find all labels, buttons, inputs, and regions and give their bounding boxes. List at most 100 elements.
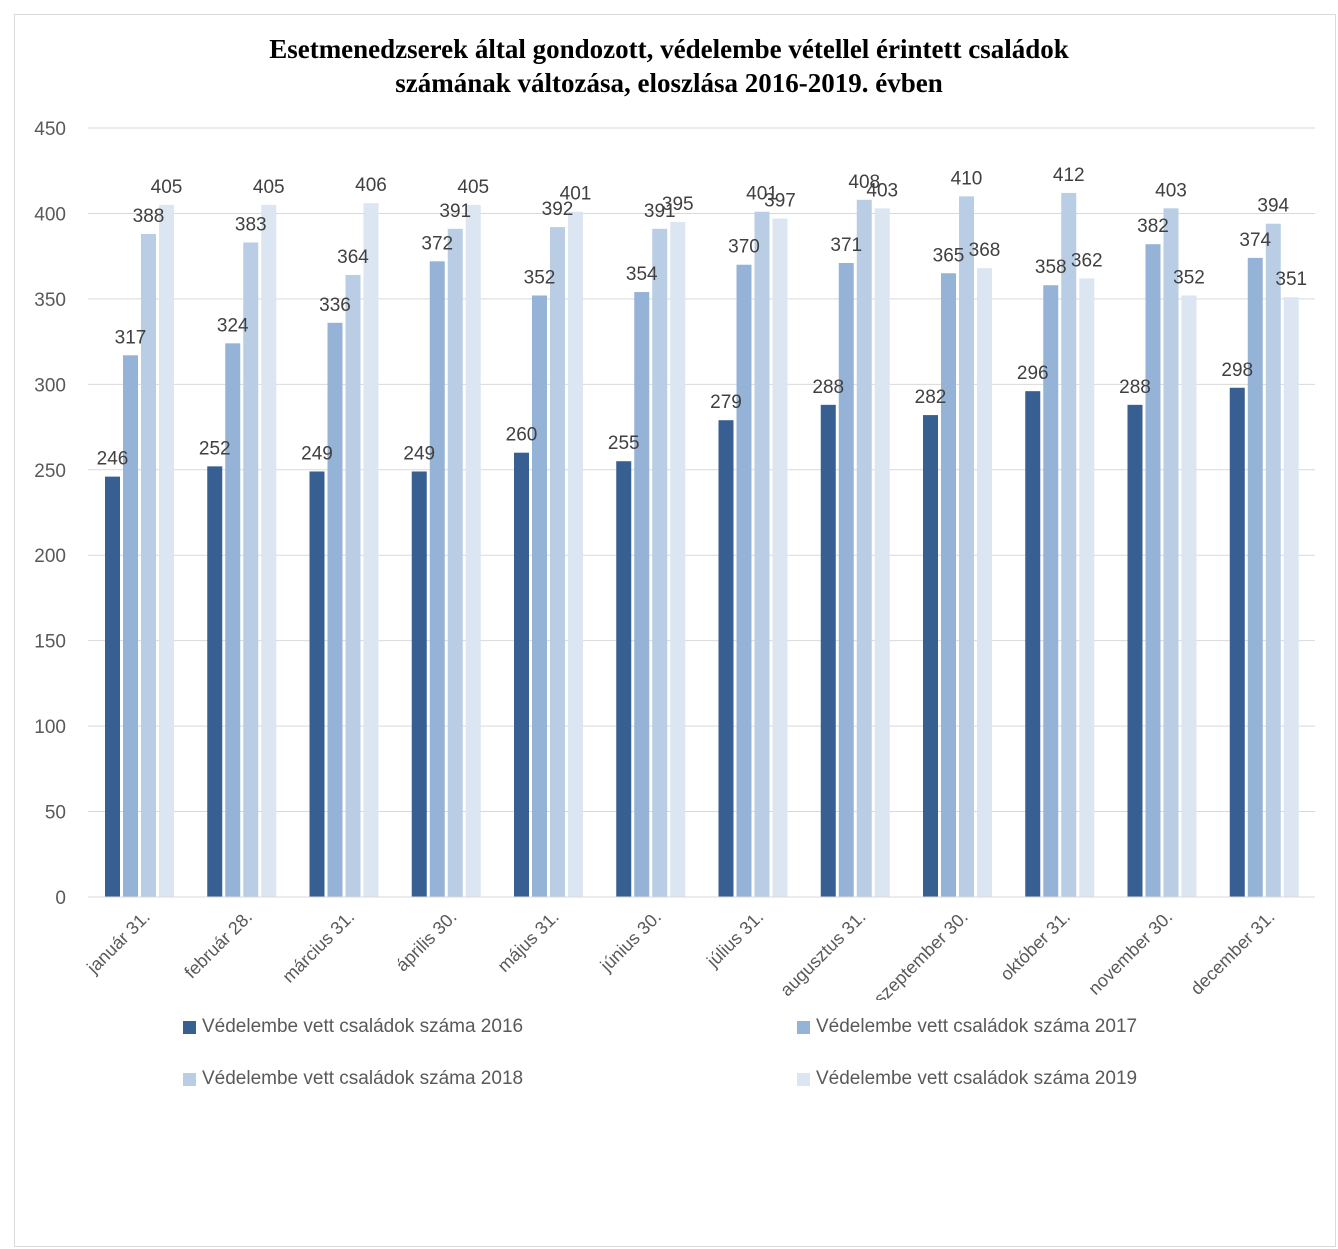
bar <box>820 404 836 897</box>
data-label: 371 <box>830 235 862 256</box>
bar <box>550 227 565 898</box>
chart-title: Esetmenedzserek által gondozott, védelem… <box>0 32 1338 100</box>
bar <box>1181 295 1197 898</box>
bar <box>568 211 583 898</box>
bar <box>1061 192 1077 898</box>
bar <box>207 466 223 897</box>
bar <box>718 420 734 897</box>
bar-chart: 0 50 100 150 200 250 300 350 400 450 246 317 388 405… <box>34 119 1315 1000</box>
data-label: 324 <box>217 315 249 336</box>
bar <box>977 268 992 897</box>
data-label: 358 <box>1035 257 1067 278</box>
x-tick-label: április 30. <box>392 907 461 976</box>
data-label: 368 <box>969 240 1001 261</box>
bar <box>652 228 668 897</box>
x-tick-label: március 31. <box>278 907 358 987</box>
data-label: 336 <box>319 295 351 316</box>
bar <box>345 274 361 897</box>
bar <box>327 322 343 897</box>
x-tick-label: október 31. <box>996 907 1074 985</box>
bar <box>141 233 156 897</box>
x-tick-label: január 31. <box>82 907 153 978</box>
x-tick-label: december 31. <box>1187 907 1279 999</box>
y-axis: 0 50 100 150 200 250 300 350 400 450 <box>34 119 66 909</box>
data-label: 255 <box>608 433 640 454</box>
data-label: 382 <box>1137 216 1169 237</box>
data-label: 408 <box>848 172 880 193</box>
bar <box>1163 208 1179 898</box>
x-tick-label: június 30. <box>596 907 665 976</box>
y-tick-label: 100 <box>34 717 66 738</box>
bar <box>411 471 427 897</box>
data-label: 405 <box>457 177 489 198</box>
data-label: 279 <box>710 392 742 413</box>
data-label: 354 <box>626 264 658 285</box>
gridlines <box>88 127 1315 898</box>
bar <box>1283 297 1299 897</box>
bar <box>838 263 854 898</box>
legend-swatch <box>797 1020 810 1034</box>
x-tick-label: május 31. <box>493 907 562 976</box>
data-label: 252 <box>199 438 231 459</box>
data-label: 403 <box>866 180 898 201</box>
data-label: 249 <box>301 443 333 464</box>
y-tick-label: 0 <box>55 888 66 909</box>
bar <box>1127 404 1143 897</box>
bar <box>856 199 872 898</box>
legend-label: Védelembe vett családok száma 2018 <box>202 1068 524 1089</box>
data-label: 388 <box>133 206 165 227</box>
bar <box>736 264 752 897</box>
bar <box>465 204 481 897</box>
y-tick-label: 400 <box>34 204 66 225</box>
bar <box>123 355 138 897</box>
data-label: 298 <box>1221 360 1253 381</box>
bar <box>514 452 529 897</box>
data-label: 288 <box>812 377 844 398</box>
bar <box>1079 278 1095 898</box>
bar <box>923 415 938 897</box>
legend-swatch <box>183 1072 196 1086</box>
data-label: 365 <box>933 245 965 266</box>
legend-item: Védelembe vett családok száma 2018 <box>183 1068 523 1090</box>
bar <box>634 292 650 897</box>
x-tick-label: szeptember 30. <box>870 907 972 1000</box>
data-label: 296 <box>1017 363 1049 384</box>
data-label: 249 <box>403 443 435 464</box>
x-tick-label: november 30. <box>1084 907 1176 999</box>
legend-label: Védelembe vett családok száma 2016 <box>202 1016 524 1037</box>
bar <box>532 295 547 898</box>
y-tick-label: 300 <box>34 375 66 396</box>
bar <box>874 208 890 898</box>
bar <box>447 228 463 897</box>
data-label: 406 <box>355 175 387 196</box>
data-label: 364 <box>337 247 369 268</box>
data-label: 412 <box>1053 165 1085 186</box>
y-tick-label: 350 <box>34 290 66 311</box>
bar <box>959 196 974 897</box>
bar <box>105 476 120 897</box>
data-label: 260 <box>506 425 538 446</box>
bar <box>1247 257 1263 897</box>
legend-item: Védelembe vett családok száma 2016 <box>183 1016 523 1038</box>
x-axis: január 31. február 28. március 31. április … <box>82 896 1315 1000</box>
data-label: 394 <box>1257 196 1289 217</box>
data-label: 392 <box>542 199 574 220</box>
data-label: 282 <box>915 387 947 408</box>
bar <box>363 203 379 898</box>
bar <box>772 218 788 897</box>
legend-item: Védelembe vett családok száma 2019 <box>797 1068 1137 1090</box>
bar <box>309 471 325 897</box>
chart-title-line-2: számának változása, eloszlása 2016-2019.… <box>395 68 943 98</box>
data-label: 403 <box>1155 180 1187 201</box>
data-label: 405 <box>253 177 285 198</box>
data-label: 362 <box>1071 250 1103 271</box>
bar <box>261 204 277 897</box>
bar <box>1025 391 1041 897</box>
data-label: 288 <box>1119 377 1151 398</box>
data-label: 370 <box>728 237 760 258</box>
bar <box>1229 387 1245 897</box>
data-label: 395 <box>662 194 694 215</box>
data-label: 405 <box>151 177 183 198</box>
bar <box>616 461 632 897</box>
bar <box>1145 244 1161 897</box>
